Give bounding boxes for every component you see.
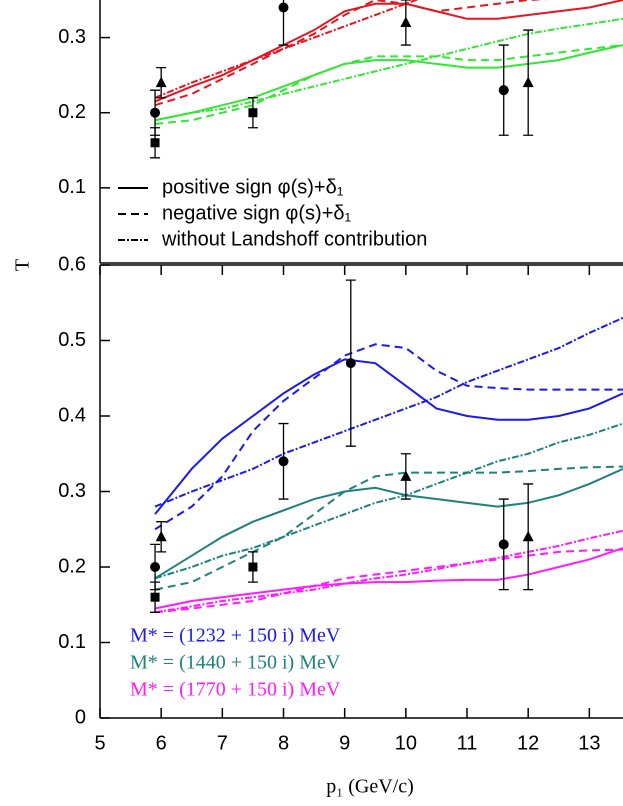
y-tick-label: 0.2 — [58, 555, 86, 577]
data-point — [150, 592, 160, 602]
data-point — [150, 138, 160, 148]
curve — [154, 465, 623, 591]
data-point — [400, 16, 412, 28]
y-tick-label: 0.3 — [58, 480, 86, 502]
data-point — [248, 108, 258, 118]
data-point — [155, 530, 167, 542]
y-tick-label: 0 — [75, 706, 86, 728]
data-point — [248, 562, 258, 572]
y-tick-label: 0.2 — [58, 101, 86, 123]
data-point — [155, 76, 167, 88]
y-tick-label: 0.1 — [58, 631, 86, 653]
data-point — [345, 358, 356, 369]
data-point — [278, 2, 289, 13]
legend-label: negative sign φ(s)+δ₁ — [162, 202, 352, 224]
x-tick-label: 11 — [457, 732, 478, 754]
y-tick-label: 0.4 — [58, 404, 86, 426]
x-tick-label: 5 — [94, 732, 105, 754]
curve — [154, 44, 623, 125]
plot-area — [150, 279, 623, 614]
curve — [154, 422, 623, 580]
x-tick-label: 6 — [156, 732, 167, 754]
y-tick-label: 0.6 — [58, 253, 86, 275]
annotation: M* = (1770 + 150 i) MeV — [130, 679, 341, 701]
data-point — [522, 76, 534, 88]
x-axis-label: p₁ (GeV/c) — [326, 776, 414, 798]
x-tick-label: 7 — [217, 732, 228, 754]
curve — [154, 0, 419, 99]
curve — [154, 343, 623, 531]
y-tick-label: 0.3 — [58, 26, 86, 48]
data-point — [400, 470, 412, 481]
x-tick-label: 9 — [339, 732, 350, 754]
legend-label: without Landshoff contribution — [161, 228, 427, 250]
curve — [154, 0, 549, 107]
curve — [154, 529, 623, 614]
curve — [154, 316, 623, 508]
curve — [154, 467, 623, 580]
data-point — [278, 456, 289, 467]
data-point — [150, 562, 161, 572]
curve — [154, 0, 623, 103]
curve — [154, 358, 623, 515]
y-tick-label: 0.5 — [58, 329, 86, 351]
x-tick-label: 12 — [517, 732, 539, 754]
curve — [154, 44, 623, 122]
data-point — [522, 530, 534, 542]
x-tick-label: 13 — [578, 732, 600, 754]
data-point — [498, 539, 509, 550]
y-tick-label: 0.1 — [58, 176, 86, 198]
x-tick-label: 8 — [278, 732, 289, 754]
data-point — [498, 85, 509, 96]
curve — [154, 547, 623, 610]
data-point — [150, 107, 161, 118]
curve — [154, 548, 623, 614]
legend-label: positive sign φ(s)+δ₁ — [162, 176, 344, 198]
annotation: M* = (1440 + 150 i) MeV — [130, 652, 341, 674]
plot-area — [150, 0, 623, 159]
annotation: M* = (1232 + 150 i) MeV — [130, 625, 341, 647]
curve — [154, 17, 623, 122]
y-axis-label: T — [12, 259, 34, 271]
x-tick-label: 10 — [395, 732, 417, 754]
